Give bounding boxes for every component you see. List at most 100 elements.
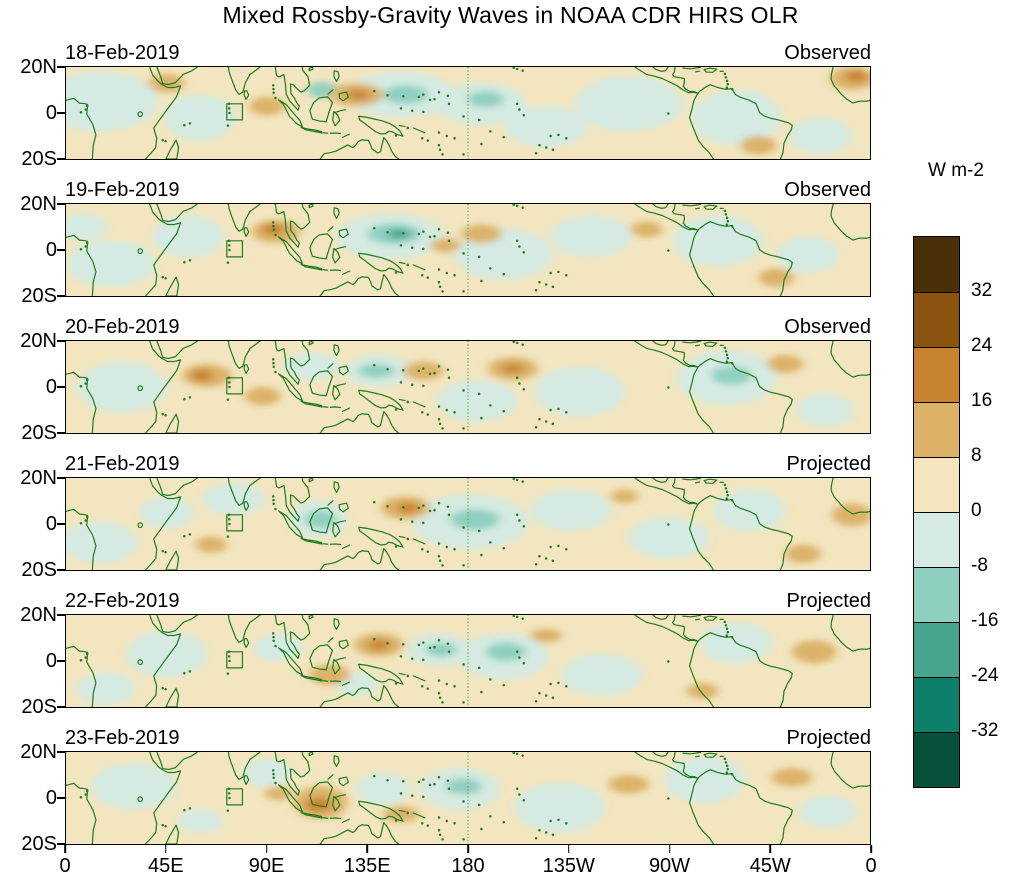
map-frame: 20N 0 20S [20, 468, 871, 580]
panel-status-label: Observed [784, 316, 871, 338]
map-frame: 20N 0 20S [20, 331, 871, 443]
y-axis-tick [57, 432, 66, 434]
colorbar-tick-label: -8 [971, 555, 988, 576]
y-axis-label: 0 [45, 650, 57, 672]
x-axis-label: 45E [147, 855, 184, 877]
map-panel: 18-Feb-2019 Observed 20N 0 20S [20, 40, 871, 169]
y-axis-label: 20N [20, 56, 57, 78]
y-axis-label: 0 [45, 102, 57, 124]
map-canvas [66, 752, 870, 844]
colorbar-tick-label: -24 [971, 665, 999, 686]
colorbar-tick-label: -16 [971, 610, 999, 631]
y-axis-label: 0 [45, 513, 57, 535]
y-axis-tick [57, 477, 66, 479]
panel-date-label: 21-Feb-2019 [65, 453, 180, 475]
map-panel: 21-Feb-2019 Projected 20N 0 20S [20, 451, 871, 580]
wave-tracking-box [227, 378, 243, 394]
map-panel: 23-Feb-2019 Projected 20N 0 20S [20, 725, 871, 854]
y-axis-tick [57, 386, 66, 388]
y-axis-label: 20S [21, 285, 57, 307]
panel-date-label: 19-Feb-2019 [65, 179, 180, 201]
colorbar-cell [914, 567, 959, 622]
map-canvas [66, 615, 870, 707]
x-axis-label: 90W [648, 855, 691, 877]
wave-tracking-box [227, 652, 243, 668]
map-canvas [66, 341, 870, 433]
panel-status-label: Projected [786, 590, 872, 612]
y-axis-label: 20N [20, 741, 57, 763]
y-axis-label: 20S [21, 696, 57, 718]
x-axis-tick [870, 845, 872, 853]
panel-header: 21-Feb-2019 Projected [65, 451, 871, 477]
panel-date-label: 18-Feb-2019 [65, 42, 180, 64]
y-axis-label: 20N [20, 330, 57, 352]
y-axis-tick [57, 797, 66, 799]
panel-header: 23-Feb-2019 Projected [65, 725, 871, 751]
y-axis-label: 20S [21, 833, 57, 855]
colorbar-cell [914, 512, 959, 567]
colorbar-tick-label: 24 [971, 335, 993, 356]
y-axis-tick [57, 751, 66, 753]
colorbar-cell [914, 347, 959, 402]
colorbar-cell [914, 402, 959, 457]
y-axis-tick [57, 340, 66, 342]
map-frame: 20N 0 20S [20, 194, 871, 306]
colorbar-bar [913, 236, 960, 788]
colorbar-cell [914, 622, 959, 677]
x-axis-tick [366, 845, 369, 853]
y-axis-tick [57, 112, 66, 114]
colorbar-tick-label: -32 [971, 720, 999, 741]
y-axis-label: 20S [21, 148, 57, 170]
panel-header: 22-Feb-2019 Projected [65, 588, 871, 614]
x-axis-tick [769, 845, 772, 853]
x-axis-tick [164, 845, 167, 853]
panel-status-label: Observed [784, 42, 871, 64]
panel-status-label: Projected [786, 727, 872, 749]
colorbar-cell [914, 677, 959, 732]
wave-tracking-box [227, 104, 243, 120]
map-panel: 20-Feb-2019 Observed 20N 0 20S [20, 314, 871, 443]
x-axis-label: 45W [749, 855, 791, 877]
x-axis-label: 135E [343, 855, 391, 877]
panel-header: 20-Feb-2019 Observed [65, 314, 871, 340]
x-axis: 0 45E 90E 135E 180 135W 90W 45W 0 [59, 845, 877, 885]
x-axis-label: 0 [865, 855, 877, 877]
y-axis-tick [57, 569, 66, 571]
panel-date-label: 20-Feb-2019 [65, 316, 180, 338]
colorbar-cell [914, 457, 959, 512]
y-axis-label: 20N [20, 467, 57, 489]
x-axis-label: 180 [451, 855, 485, 877]
wave-tracking-box [227, 789, 243, 805]
panel-header: 18-Feb-2019 Observed [65, 40, 871, 66]
y-axis-tick [57, 66, 66, 68]
y-axis-label: 20S [21, 422, 57, 444]
colorbar: W m-2 32 24 16 8 0 -8 -16 -24 -32 [903, 160, 1021, 800]
map-canvas [66, 204, 870, 296]
panel-date-label: 23-Feb-2019 [65, 727, 180, 749]
x-axis-tick [668, 845, 671, 853]
y-axis-label: 20S [21, 559, 57, 581]
map-canvas [66, 478, 870, 570]
y-axis-label: 20N [20, 604, 57, 626]
figure-title: Mixed Rossby-Gravity Waves in NOAA CDR H… [222, 2, 799, 28]
y-axis-label: 20N [20, 193, 57, 215]
y-axis-tick [57, 660, 66, 662]
y-axis-tick [57, 614, 66, 616]
panel-header: 19-Feb-2019 Observed [65, 177, 871, 203]
y-axis-tick [57, 203, 66, 205]
map-frame: 20N 0 20S [20, 605, 871, 717]
x-axis-tick [567, 845, 570, 853]
map-frame: 20N 0 20S [20, 742, 871, 854]
map-panel: 22-Feb-2019 Projected 20N 0 20S [20, 588, 871, 717]
colorbar-cell [914, 292, 959, 347]
x-axis-label: 0 [59, 855, 71, 877]
colorbar-tick-label: 32 [971, 280, 993, 301]
map-canvas [66, 67, 870, 159]
x-axis-tick [467, 845, 469, 853]
y-axis-tick [57, 158, 66, 160]
y-axis-tick [57, 706, 66, 708]
y-axis-label: 0 [45, 787, 57, 809]
x-axis-tick [64, 845, 66, 853]
y-axis-tick [57, 523, 66, 525]
